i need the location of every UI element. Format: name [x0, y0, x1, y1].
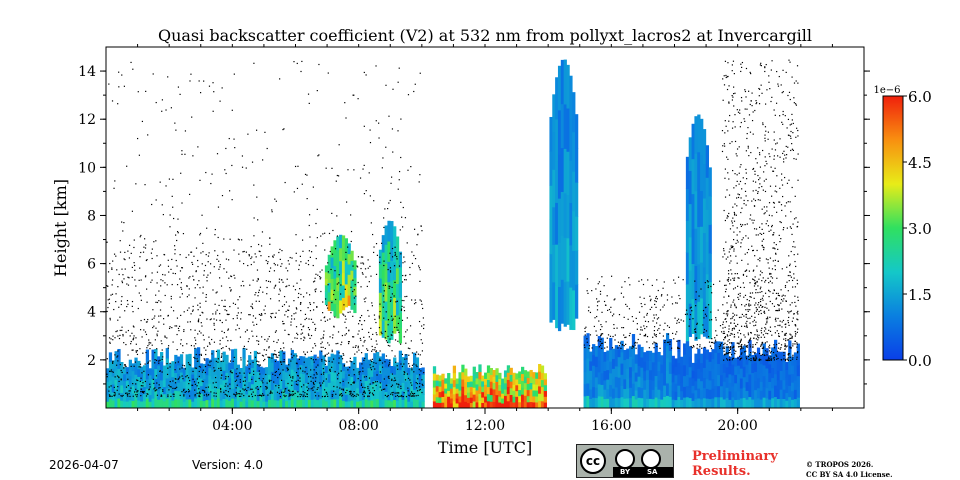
colorbar-tick-label: 0.0: [908, 352, 932, 370]
x-axis: 04:00 08:00 12:00 16:00 20:00: [137, 44, 833, 434]
chart-title: Quasi backscatter coefficient (V2) at 53…: [158, 26, 812, 45]
cc-strip: [613, 467, 673, 477]
colorbar: 1e−6 0.0 1.5 3.0 4.5 6.0: [873, 85, 931, 370]
x-tick-label: 08:00: [338, 418, 378, 434]
cc-sa-label: SA: [647, 468, 658, 476]
y-tick-label: 6: [87, 257, 96, 273]
cc-sa-icon: [641, 449, 661, 469]
copyright-line2: CC BY SA 4.0 License.: [806, 470, 893, 479]
colorbar-exponent: 1e−6: [873, 85, 900, 96]
x-tick-label: 16:00: [591, 418, 631, 434]
x-tick-label: 04:00: [212, 418, 252, 434]
cc-license-badge: cc BY SA: [576, 444, 674, 478]
y-tick-label: 12: [78, 112, 96, 128]
colorbar-tick-label: 3.0: [908, 220, 932, 238]
backscatter-heatmap: [106, 59, 800, 408]
footer-version: Version: 4.0: [192, 458, 264, 472]
y-tick-label: 10: [78, 160, 96, 176]
cc-by-icon: [615, 449, 635, 469]
colorbar-tick-label: 1.5: [908, 286, 932, 304]
colorbar-tick-label: 4.5: [908, 154, 932, 172]
copyright-line1: © TROPOS 2026.: [806, 460, 874, 469]
preliminary-line2: Results.: [692, 464, 751, 479]
y-tick-label: 14: [78, 64, 96, 80]
colorbar-tick-label: 6.0: [908, 88, 932, 106]
y-axis: 2 4 6 8 10 12 14: [78, 64, 870, 385]
y-tick-label: 2: [87, 353, 96, 369]
cc-icon: cc: [580, 448, 606, 474]
colorbar-gradient: [882, 95, 904, 361]
x-axis-label: Time [UTC]: [438, 438, 532, 457]
preliminary-line1: Preliminary: [692, 449, 778, 464]
y-tick-label: 4: [87, 305, 96, 321]
x-tick-label: 12:00: [465, 418, 505, 434]
footer-date: 2026-04-07: [49, 458, 119, 472]
cc-by-label: BY: [620, 468, 631, 476]
y-tick-label: 8: [87, 208, 96, 224]
y-axis-label: Height [km]: [51, 179, 70, 277]
x-tick-label: 20:00: [717, 418, 757, 434]
